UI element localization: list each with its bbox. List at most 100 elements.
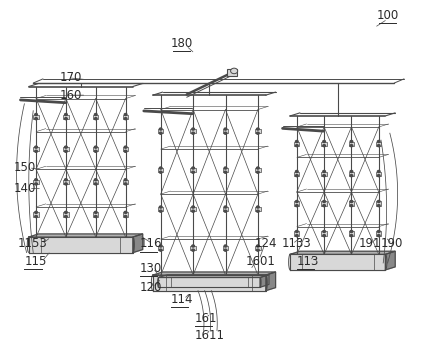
- Bar: [228, 69, 237, 76]
- Circle shape: [350, 171, 353, 173]
- Circle shape: [192, 128, 194, 130]
- Polygon shape: [159, 277, 260, 287]
- Circle shape: [192, 210, 194, 212]
- Circle shape: [124, 118, 127, 120]
- Circle shape: [192, 249, 194, 251]
- Bar: [376, 142, 381, 146]
- Circle shape: [256, 210, 259, 212]
- Circle shape: [65, 179, 67, 181]
- Circle shape: [295, 175, 298, 177]
- Circle shape: [192, 132, 194, 134]
- Bar: [190, 207, 196, 211]
- Text: 150: 150: [13, 161, 35, 174]
- Bar: [123, 212, 128, 217]
- Circle shape: [192, 245, 194, 247]
- Polygon shape: [159, 275, 269, 277]
- Circle shape: [35, 113, 37, 116]
- Text: 114: 114: [171, 293, 193, 306]
- Text: 1611: 1611: [195, 329, 225, 342]
- Circle shape: [350, 175, 353, 177]
- Text: 140: 140: [13, 182, 36, 195]
- Circle shape: [94, 113, 97, 116]
- Polygon shape: [290, 251, 395, 254]
- Circle shape: [224, 167, 227, 169]
- Bar: [63, 212, 69, 217]
- Bar: [322, 231, 327, 236]
- Text: 191: 191: [359, 237, 381, 251]
- Circle shape: [295, 200, 298, 202]
- Circle shape: [256, 249, 259, 251]
- Circle shape: [224, 245, 227, 247]
- Circle shape: [323, 140, 326, 143]
- Bar: [190, 168, 196, 172]
- Circle shape: [377, 204, 380, 207]
- Bar: [158, 129, 163, 133]
- Bar: [294, 231, 299, 236]
- Circle shape: [350, 140, 353, 143]
- Circle shape: [323, 145, 326, 147]
- Bar: [158, 168, 163, 172]
- Bar: [123, 115, 128, 119]
- Circle shape: [323, 175, 326, 177]
- Circle shape: [35, 211, 37, 213]
- Circle shape: [35, 146, 37, 148]
- Polygon shape: [153, 272, 276, 275]
- Circle shape: [377, 171, 380, 173]
- Circle shape: [323, 200, 326, 202]
- Circle shape: [377, 175, 380, 177]
- Bar: [63, 180, 69, 184]
- Circle shape: [295, 145, 298, 147]
- Circle shape: [94, 118, 97, 120]
- Circle shape: [256, 132, 259, 134]
- Bar: [33, 180, 39, 184]
- Polygon shape: [260, 275, 269, 287]
- Circle shape: [192, 171, 194, 173]
- Text: 1133: 1133: [281, 237, 311, 251]
- Bar: [294, 172, 299, 176]
- Bar: [93, 212, 98, 217]
- Text: 116: 116: [140, 237, 162, 251]
- Circle shape: [256, 167, 259, 169]
- Bar: [190, 129, 196, 133]
- Bar: [376, 201, 381, 206]
- Bar: [33, 115, 39, 119]
- Bar: [255, 168, 260, 172]
- Circle shape: [256, 206, 259, 208]
- Bar: [93, 180, 98, 184]
- Circle shape: [350, 145, 353, 147]
- Bar: [255, 246, 260, 250]
- Polygon shape: [133, 234, 143, 253]
- Circle shape: [94, 216, 97, 218]
- Circle shape: [224, 206, 227, 208]
- Circle shape: [192, 167, 194, 169]
- Text: 160: 160: [60, 89, 82, 102]
- Bar: [158, 246, 163, 250]
- Circle shape: [323, 230, 326, 233]
- Text: 1601: 1601: [246, 255, 276, 268]
- Bar: [294, 142, 299, 146]
- Circle shape: [159, 171, 162, 173]
- Circle shape: [256, 245, 259, 247]
- Circle shape: [377, 145, 380, 147]
- Text: 115: 115: [24, 255, 47, 268]
- Circle shape: [94, 211, 97, 213]
- Text: 190: 190: [381, 237, 404, 251]
- Circle shape: [323, 204, 326, 207]
- Bar: [223, 207, 228, 211]
- Text: 161: 161: [195, 312, 218, 325]
- Circle shape: [124, 146, 127, 148]
- Circle shape: [124, 113, 127, 116]
- Bar: [349, 172, 354, 176]
- Text: 113: 113: [297, 255, 319, 268]
- Circle shape: [295, 230, 298, 233]
- Circle shape: [94, 146, 97, 148]
- Circle shape: [159, 128, 162, 130]
- Circle shape: [295, 140, 298, 143]
- Bar: [63, 147, 69, 151]
- Bar: [33, 147, 39, 151]
- Circle shape: [124, 183, 127, 185]
- Circle shape: [350, 230, 353, 233]
- Circle shape: [65, 211, 67, 213]
- Circle shape: [256, 128, 259, 130]
- Circle shape: [124, 179, 127, 181]
